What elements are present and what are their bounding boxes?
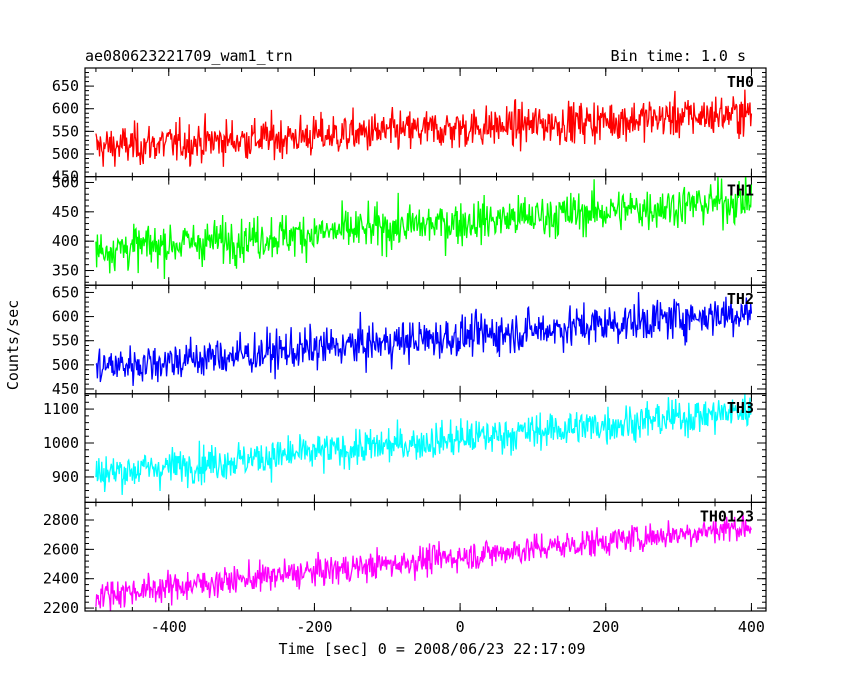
x-tick-label: -200	[296, 618, 332, 636]
series-line-th2	[95, 292, 753, 386]
x-tick-label: 0	[456, 618, 465, 636]
panel-label-th0: TH0	[727, 73, 754, 91]
bin-time-label: Bin time: 1.0 s	[611, 47, 746, 65]
panel-label-th3: TH3	[727, 399, 754, 417]
y-tick-label: 500	[52, 356, 79, 374]
y-tick-label: 400	[52, 232, 79, 250]
y-tick-label: 900	[52, 468, 79, 486]
panel-th2: 450 500 550 600 650 TH2	[52, 283, 767, 398]
series-line-th0123	[95, 512, 753, 611]
series-line-th3	[95, 394, 753, 495]
x-axis: -400 -200 0 200 400	[151, 618, 765, 636]
y-tick-label: 650	[52, 77, 79, 95]
y-tick-label: 350	[52, 262, 79, 280]
y-tick-label: 2200	[43, 599, 79, 617]
y-tick-label: 550	[52, 122, 79, 140]
series-line-th0	[95, 89, 753, 167]
x-tick-label: -400	[151, 618, 187, 636]
y-tick-label: 500	[52, 145, 79, 163]
panel-th0123: 2200 2400 2600 2800 TH0123	[43, 501, 767, 617]
y-tick-label: 2400	[43, 570, 79, 588]
y-tick-label: 1000	[43, 434, 79, 452]
y-tick-label: 2800	[43, 511, 79, 529]
x-axis-title: Time [sec] 0 = 2008/06/23 22:17:09	[278, 640, 585, 658]
y-tick-label: 600	[52, 308, 79, 326]
panel-label-th0123: TH0123	[700, 507, 754, 525]
y-tick-label: 450	[52, 203, 79, 221]
panel-label-th2: TH2	[727, 290, 754, 308]
panel-frame	[84, 501, 767, 612]
y-tick-label: 450	[52, 168, 79, 186]
chart-title: ae080623221709_wam1_trn	[85, 47, 293, 65]
panel-th1: 350 400 450 500 TH1	[52, 173, 767, 286]
panel-th0: 450 500 550 600 650 TH0	[52, 67, 767, 186]
series-line-th1	[95, 176, 753, 279]
y-tick-label: 600	[52, 100, 79, 118]
panel-label-th1: TH1	[727, 182, 754, 200]
y-tick-label: 500	[52, 173, 79, 191]
y-tick-label: 550	[52, 332, 79, 350]
y-tick-label: 1100	[43, 400, 79, 418]
y-axis-title: Counts/sec	[4, 300, 22, 390]
y-tick-label: 650	[52, 283, 79, 301]
y-tick-label: 450	[52, 380, 79, 398]
x-tick-label: 400	[738, 618, 765, 636]
y-tick-label: 2600	[43, 540, 79, 558]
panel-th3: 900 1000 1100 TH3	[43, 393, 767, 503]
x-tick-label: 200	[592, 618, 619, 636]
